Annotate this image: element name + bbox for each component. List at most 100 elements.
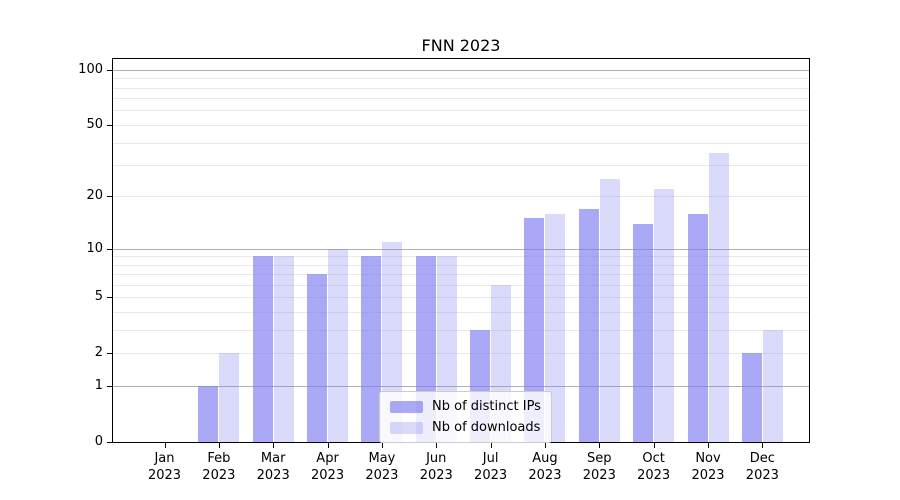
x-tick-year: 2023	[745, 468, 779, 483]
gridline-10	[113, 248, 809, 250]
y-tick-label-5: 5	[94, 289, 103, 305]
x-tick-label-feb: Feb 2023	[189, 450, 249, 484]
gridline-40	[113, 142, 809, 144]
x-tick-apr	[327, 443, 329, 448]
gridline-30	[113, 165, 809, 167]
x-tick-year: 2023	[582, 468, 616, 483]
bar-downloads-sep	[599, 179, 620, 442]
x-tick-feb	[218, 443, 220, 448]
x-tick-year: 2023	[311, 468, 345, 483]
x-tick-label-apr: Apr 2023	[298, 450, 358, 484]
y-tick-label-2: 2	[94, 345, 103, 361]
x-tick-month: Mar	[260, 451, 286, 466]
x-tick-month: Oct	[642, 451, 665, 466]
bar-downloads-oct	[654, 189, 675, 442]
gridline-50	[113, 124, 809, 126]
y-tick-1	[107, 386, 112, 388]
legend-swatch-downloads	[390, 421, 423, 434]
gridline-1	[113, 386, 809, 388]
x-tick-month: Aug	[532, 451, 558, 466]
x-tick-label-oct: Oct 2023	[624, 450, 684, 484]
bar-downloads-feb	[219, 353, 240, 442]
bar-ips-nov	[687, 213, 708, 442]
x-tick-label-sep: Sep 2023	[569, 450, 629, 484]
x-tick-may	[381, 443, 383, 448]
x-tick-month: Sep	[587, 451, 612, 466]
bar-ips-sep	[578, 208, 599, 442]
x-tick-jul	[490, 443, 492, 448]
gridline-60	[113, 110, 809, 112]
bar-downloads-mar	[273, 256, 294, 442]
x-tick-year: 2023	[147, 468, 182, 483]
x-tick-year: 2023	[528, 468, 562, 483]
bar-ips-oct	[633, 223, 654, 442]
legend-swatch-distinct-ips	[390, 400, 423, 413]
gridline-6	[113, 285, 809, 287]
x-tick-dec	[762, 443, 764, 448]
x-tick-month: May	[368, 451, 396, 466]
y-tick-0	[107, 442, 112, 443]
bar-downloads-dec	[762, 330, 783, 442]
y-tick-label-20: 20	[86, 188, 103, 204]
bar-downloads-nov	[708, 153, 729, 442]
x-tick-month: Apr	[316, 451, 339, 466]
x-tick-year: 2023	[256, 468, 290, 483]
gridline-9	[113, 256, 809, 258]
legend-item-downloads: Nb of downloads	[390, 419, 541, 436]
bar-ips-dec	[741, 353, 762, 442]
x-tick-year: 2023	[419, 468, 453, 483]
legend-label-downloads: Nb of downloads	[432, 420, 541, 435]
x-tick-month: Nov	[695, 451, 721, 466]
legend: Nb of distinct IPs Nb of downloads	[379, 391, 552, 443]
gridline-7	[113, 274, 809, 276]
x-tick-sep	[599, 443, 601, 448]
bar-downloads-aug	[545, 213, 566, 442]
chart-title: FNN 2023	[421, 36, 501, 55]
gridline-3	[113, 330, 809, 332]
x-tick-label-jul: Jul 2023	[461, 450, 521, 484]
x-tick-label-aug: Aug 2023	[515, 450, 575, 484]
x-tick-label-nov: Nov 2023	[678, 450, 738, 484]
x-tick-label-dec: Dec 2023	[732, 450, 792, 484]
gridline-70	[113, 98, 809, 100]
y-tick-label-100: 100	[78, 61, 103, 77]
gridline-90	[113, 78, 809, 80]
x-tick-jun	[436, 443, 438, 448]
x-tick-year: 2023	[474, 468, 508, 483]
x-tick-month: Feb	[207, 451, 231, 466]
x-tick-label-jun: Jun 2023	[406, 450, 466, 484]
x-tick-label-mar: Mar 2023	[243, 450, 303, 484]
bar-ips-mar	[252, 256, 273, 442]
y-tick-50	[107, 124, 112, 126]
x-tick-year: 2023	[202, 468, 236, 483]
gridline-4	[113, 312, 809, 314]
x-tick-month: Dec	[749, 451, 775, 466]
legend-label-distinct-ips: Nb of distinct IPs	[432, 399, 541, 414]
x-tick-year: 2023	[365, 468, 399, 483]
x-tick-label-may: May 2023	[352, 450, 412, 484]
x-tick-month: Jun	[426, 451, 447, 466]
x-tick-mar	[273, 443, 275, 448]
x-tick-month: Jan	[154, 451, 175, 466]
gridline-80	[113, 87, 809, 89]
y-tick-5	[107, 297, 112, 299]
y-tick-100	[107, 69, 112, 71]
x-tick-aug	[544, 443, 546, 448]
x-tick-year: 2023	[637, 468, 671, 483]
x-tick-nov	[708, 443, 709, 448]
x-tick-oct	[653, 443, 655, 448]
y-tick-2	[107, 353, 112, 355]
gridline-20	[113, 196, 809, 198]
plot-area: Nb of distinct IPs Nb of downloads	[112, 58, 810, 443]
gridline-8	[113, 264, 809, 266]
bar-ips-aug	[524, 218, 545, 442]
bar-ips-feb	[198, 386, 219, 442]
y-tick-label-10: 10	[86, 240, 103, 256]
x-tick-month: Jul	[482, 451, 499, 466]
x-tick-year: 2023	[691, 468, 725, 483]
bar-ips-apr	[307, 274, 328, 442]
y-tick-20	[107, 196, 112, 198]
y-tick-label-0: 0	[94, 434, 103, 449]
y-tick-label-50: 50	[86, 116, 103, 132]
